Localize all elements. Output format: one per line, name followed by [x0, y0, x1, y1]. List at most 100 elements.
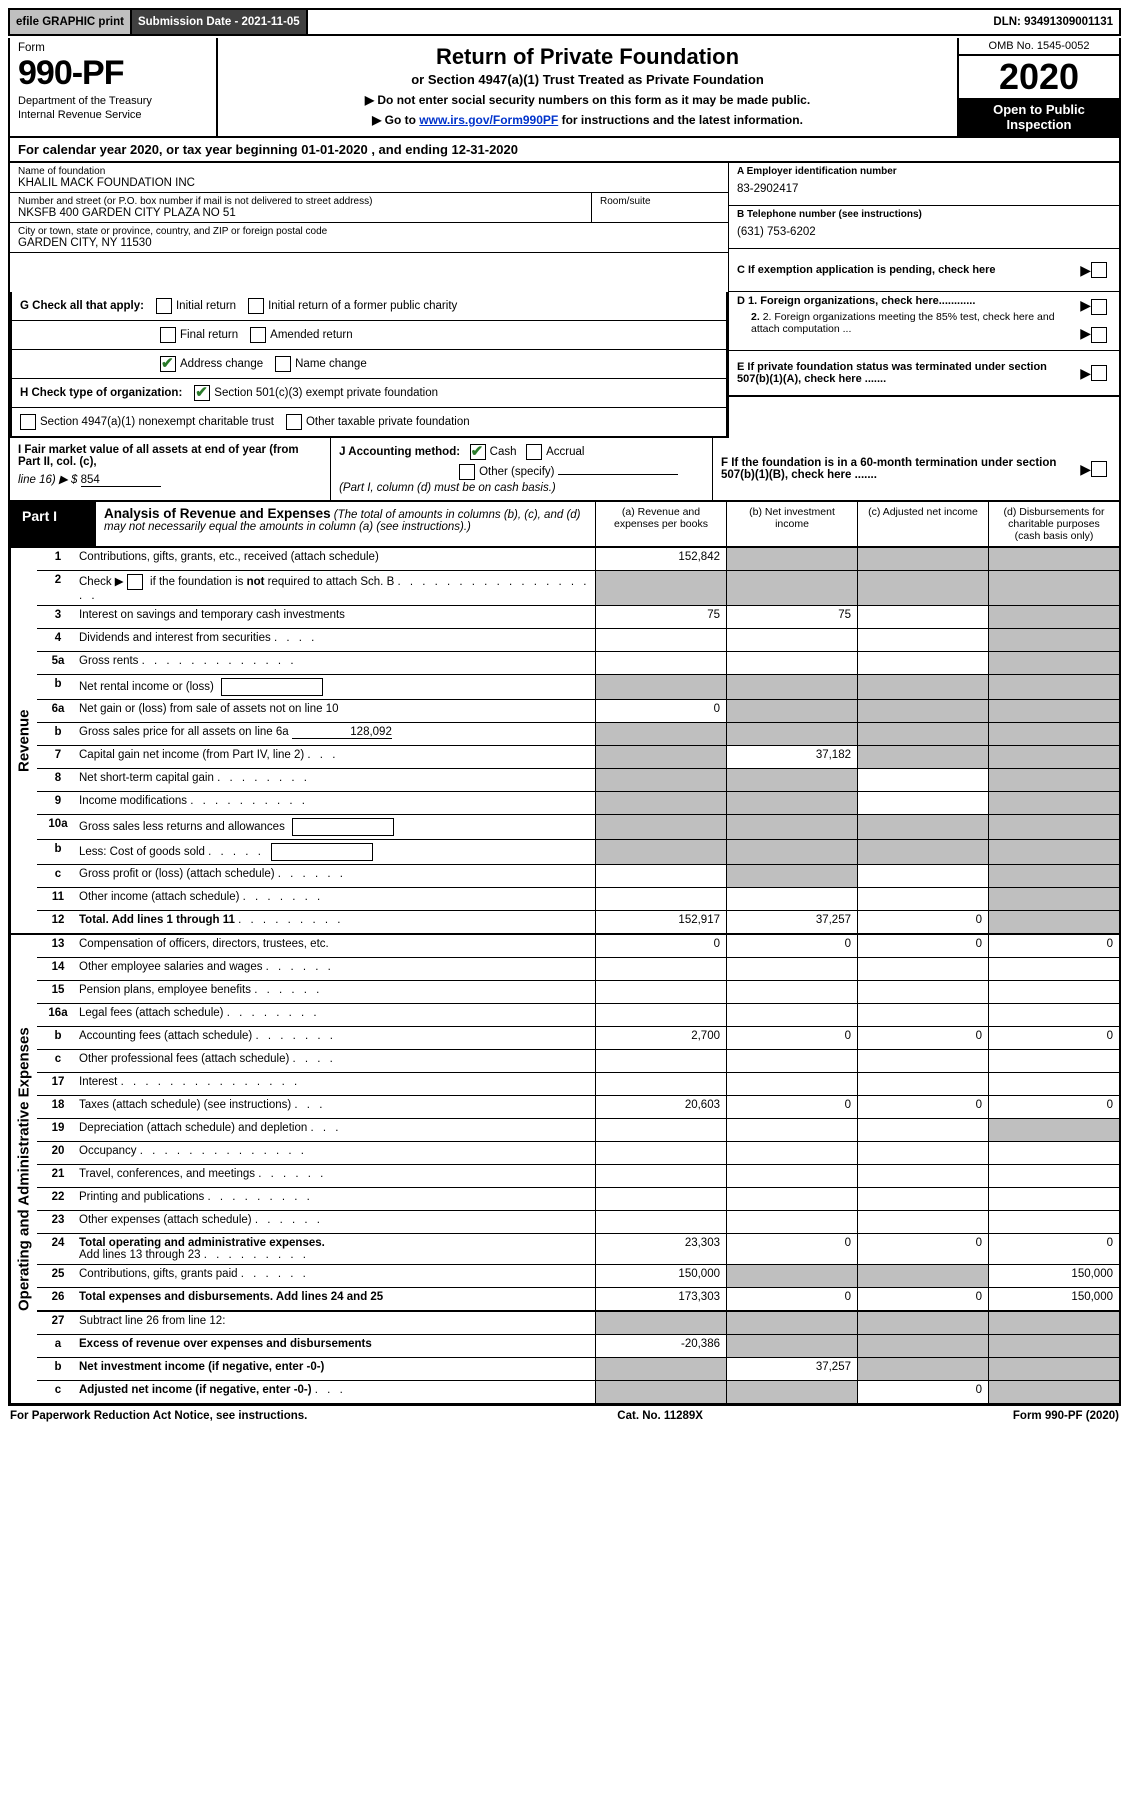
row-16a: 16a Legal fees (attach schedule) . . . .…	[37, 1004, 1119, 1027]
g-final-checkbox[interactable]	[160, 327, 176, 343]
cell-a	[595, 888, 726, 910]
dept-treasury: Department of the Treasury	[18, 95, 208, 107]
cell-c	[857, 746, 988, 768]
row-num: 16a	[37, 1004, 79, 1026]
cell-b: 0	[726, 1288, 857, 1310]
row-21: 21 Travel, conferences, and meetings . .…	[37, 1165, 1119, 1188]
efile-print-button[interactable]: efile GRAPHIC print	[10, 10, 132, 34]
cell-d	[988, 629, 1119, 651]
ein-label: A Employer identification number	[737, 166, 897, 177]
row-num: b	[37, 1358, 79, 1380]
row-desc: Income modifications . . . . . . . . . .	[79, 792, 595, 814]
cell-a	[595, 1312, 726, 1334]
g-name-checkbox[interactable]	[275, 356, 291, 372]
row-num: 12	[37, 911, 79, 933]
cell-d	[988, 888, 1119, 910]
cell-d	[988, 1358, 1119, 1380]
form-title: Return of Private Foundation	[228, 44, 947, 70]
cell-c	[857, 1312, 988, 1334]
cell-a	[595, 1211, 726, 1233]
cell-c	[857, 958, 988, 980]
cell-a	[595, 840, 726, 864]
h-4947-checkbox[interactable]	[20, 414, 36, 430]
cell-d	[988, 700, 1119, 722]
j-accrual-checkbox[interactable]	[526, 444, 542, 460]
footer-left: For Paperwork Reduction Act Notice, see …	[10, 1410, 307, 1422]
cell-d	[988, 865, 1119, 887]
addr-value: NKSFB 400 GARDEN CITY PLAZA NO 51	[18, 207, 583, 219]
cell-a	[595, 746, 726, 768]
room-label: Room/suite	[600, 196, 720, 207]
row-17: 17 Interest . . . . . . . . . . . . . . …	[37, 1073, 1119, 1096]
e-checkbox[interactable]	[1091, 365, 1107, 381]
row-11: 11 Other income (attach schedule) . . . …	[37, 888, 1119, 911]
cell-b	[726, 1211, 857, 1233]
d1-checkbox[interactable]	[1091, 299, 1107, 315]
cell-b	[726, 1265, 857, 1287]
cell-c	[857, 1004, 988, 1026]
d2-checkbox[interactable]	[1091, 327, 1107, 343]
row-num: a	[37, 1335, 79, 1357]
form-header: Form 990-PF Department of the Treasury I…	[8, 38, 1121, 138]
g-initial-former-checkbox[interactable]	[248, 298, 264, 314]
cell-d: 150,000	[988, 1288, 1119, 1310]
row-4: 4 Dividends and interest from securities…	[37, 629, 1119, 652]
r20-d: Occupancy	[79, 1145, 137, 1157]
cell-d	[988, 958, 1119, 980]
r2-checkbox[interactable]	[127, 574, 143, 590]
cell-a	[595, 769, 726, 791]
cell-c	[857, 840, 988, 864]
cell-d	[988, 1004, 1119, 1026]
row-27c: c Adjusted net income (if negative, ente…	[37, 1381, 1119, 1403]
row-9: 9 Income modifications . . . . . . . . .…	[37, 792, 1119, 815]
cell-b	[726, 723, 857, 745]
dots: . . . . . . . . .	[208, 1191, 313, 1203]
j-note: (Part I, column (d) must be on cash basi…	[339, 482, 556, 494]
row-desc: Net gain or (loss) from sale of assets n…	[79, 700, 595, 722]
j-other-checkbox[interactable]	[459, 464, 475, 480]
row-15: 15 Pension plans, employee benefits . . …	[37, 981, 1119, 1004]
row-num: 5a	[37, 652, 79, 674]
cell-a	[595, 981, 726, 1003]
r16b-d: Accounting fees (attach schedule)	[79, 1030, 252, 1042]
g-opt-4: Address change	[180, 358, 263, 370]
g-initial-checkbox[interactable]	[156, 298, 172, 314]
cell-d: 0	[988, 1096, 1119, 1118]
row-10c: c Gross profit or (loss) (attach schedul…	[37, 865, 1119, 888]
f-checkbox[interactable]	[1091, 461, 1107, 477]
g-amended-checkbox[interactable]	[250, 327, 266, 343]
row-2: 2 Check ▶ if the foundation is not requi…	[37, 571, 1119, 606]
cell-c	[857, 1211, 988, 1233]
row-8: 8 Net short-term capital gain . . . . . …	[37, 769, 1119, 792]
cell-d	[988, 911, 1119, 933]
row-13: 13 Compensation of officers, directors, …	[37, 935, 1119, 958]
cell-d: 0	[988, 1027, 1119, 1049]
cell-a: -20,386	[595, 1335, 726, 1357]
cell-b: 37,257	[726, 911, 857, 933]
dots: . . . . . . .	[243, 891, 324, 903]
cell-a	[595, 815, 726, 839]
r24-d: Total operating and administrative expen…	[79, 1237, 325, 1249]
irs-link[interactable]: www.irs.gov/Form990PF	[419, 113, 558, 127]
row-num: 19	[37, 1119, 79, 1141]
h-other-checkbox[interactable]	[286, 414, 302, 430]
name-label: Name of foundation	[18, 166, 720, 177]
cell-d	[988, 571, 1119, 605]
g-address-checkbox[interactable]	[160, 356, 176, 372]
row-22: 22 Printing and publications . . . . . .…	[37, 1188, 1119, 1211]
dots: . . . . . . .	[255, 1030, 336, 1042]
r21-d: Travel, conferences, and meetings	[79, 1168, 255, 1180]
row-desc: Gross rents . . . . . . . . . . . . .	[79, 652, 595, 674]
cell-d	[988, 1312, 1119, 1334]
row-3: 3 Interest on savings and temporary cash…	[37, 606, 1119, 629]
cell-d	[988, 675, 1119, 699]
row-desc: Pension plans, employee benefits . . . .…	[79, 981, 595, 1003]
cell-b: 0	[726, 1027, 857, 1049]
row-num: 15	[37, 981, 79, 1003]
cell-c	[857, 1073, 988, 1095]
dots: . . . . . . . .	[217, 772, 310, 784]
h-501c3-checkbox[interactable]	[194, 385, 210, 401]
j-cash-checkbox[interactable]	[470, 444, 486, 460]
dept-irs: Internal Revenue Service	[18, 109, 208, 121]
c-checkbox[interactable]	[1091, 262, 1107, 278]
